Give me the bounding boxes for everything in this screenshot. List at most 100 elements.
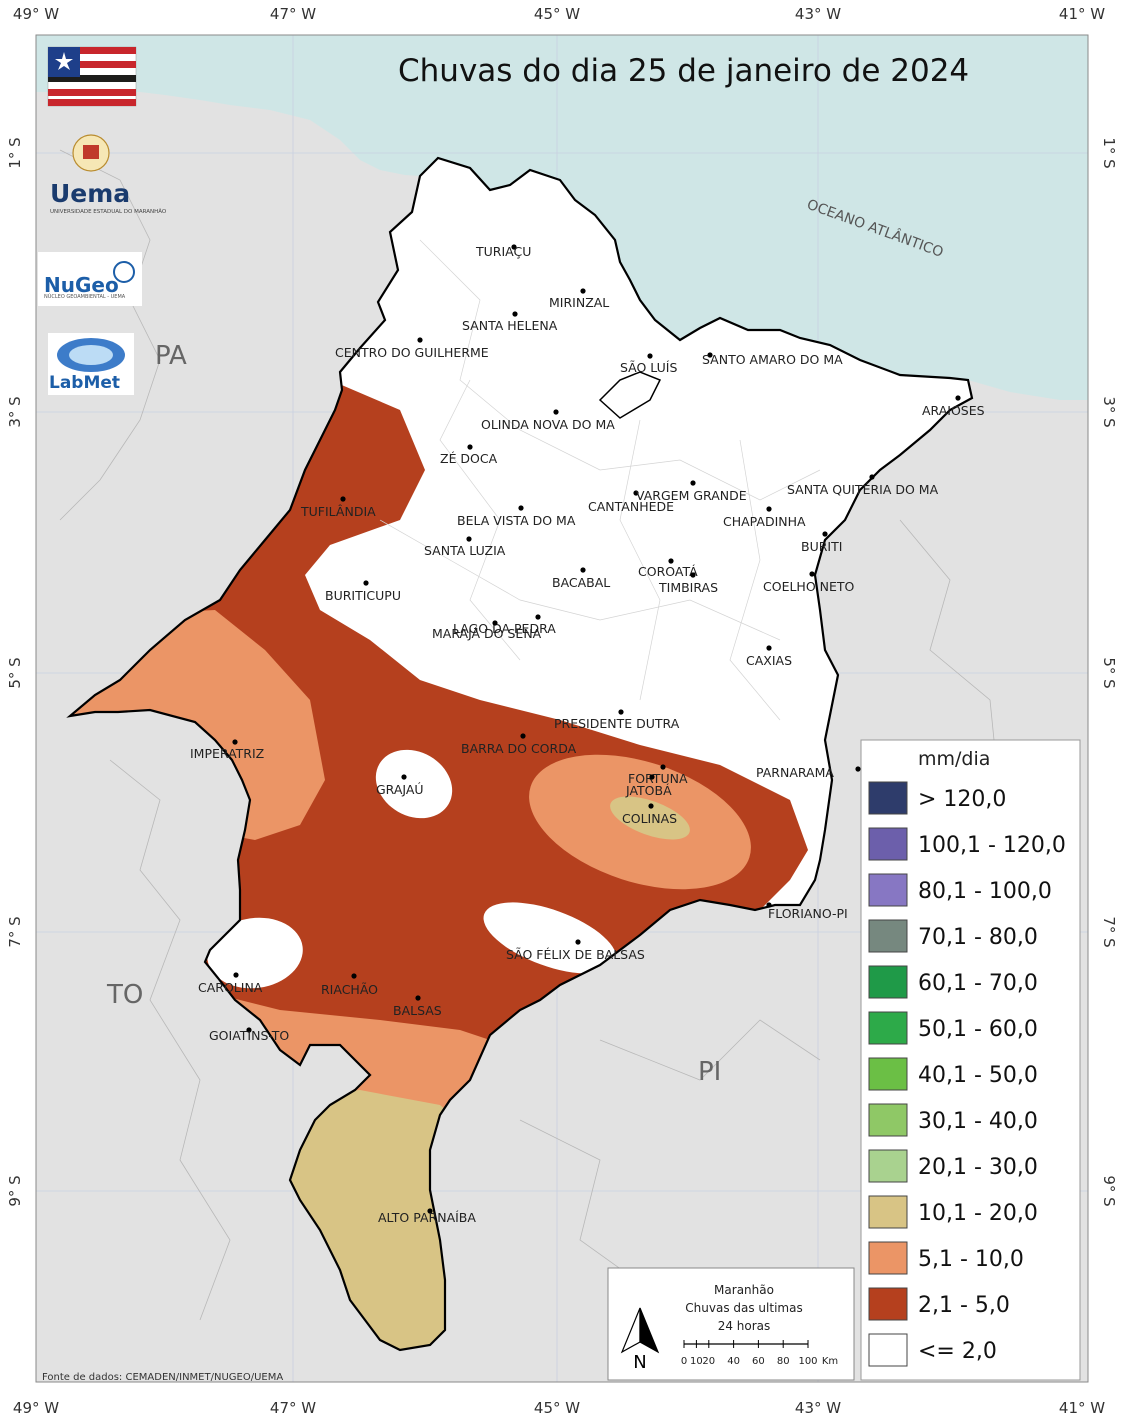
city-label: BARRA DO CORDA: [461, 741, 577, 756]
city-marker: [246, 1027, 252, 1033]
city-marker: [233, 972, 239, 978]
lon-label-bottom: 47° W: [270, 1399, 316, 1417]
legend-label: 100,1 - 120,0: [918, 833, 1066, 858]
city-marker: [340, 496, 346, 502]
city-label: SÃO FÉLIX DE BALSAS: [506, 947, 645, 962]
city-label: BELA VISTA DO MA: [457, 513, 576, 528]
city-marker: [668, 558, 674, 564]
city-marker: [511, 244, 517, 250]
legend-swatch: [868, 873, 908, 907]
state-label-to: TO: [106, 980, 143, 1010]
lon-label-top: 49° W: [13, 5, 59, 23]
lat-label-left: 5° S: [6, 657, 24, 688]
nugeo-wordmark: NuGeo: [44, 273, 119, 297]
city-marker: [466, 536, 472, 542]
legend-label: 40,1 - 50,0: [918, 1063, 1038, 1088]
legend-label: 10,1 - 20,0: [918, 1201, 1038, 1226]
legend-label: 30,1 - 40,0: [918, 1109, 1038, 1134]
labmet-wordmark: LabMet: [49, 373, 120, 393]
uema-logo: Uema UNIVERSIDADE ESTADUAL DO MARANHÃO: [50, 134, 167, 215]
legend-swatch: [868, 1195, 908, 1229]
city-label: GOIATINS-TO: [209, 1028, 289, 1043]
legend-swatch: [868, 1149, 908, 1183]
city-label: SANTA QUITÉRIA DO MA: [787, 482, 939, 497]
legend-swatch: [868, 1057, 908, 1091]
lat-label-right: 1° S: [1100, 137, 1118, 168]
city-label: ALTO PARNAÍBA: [378, 1210, 476, 1225]
city-marker: [535, 614, 541, 620]
inset-line1: Maranhão: [714, 1283, 774, 1297]
city-label: VARGEM GRANDE: [636, 488, 747, 503]
city-label: TIMBIRAS: [658, 580, 718, 595]
city-label: MIRINZAL: [549, 295, 609, 310]
legend-swatch: [868, 781, 908, 815]
legend-swatch: [868, 1241, 908, 1275]
legend-label: 80,1 - 100,0: [918, 879, 1052, 904]
dry-area-carolina: [207, 917, 303, 989]
legend-label: 2,1 - 5,0: [918, 1293, 1010, 1318]
city-label: FORTUNA: [628, 771, 688, 786]
city-label: IMPERATRIZ: [190, 746, 264, 761]
city-marker: [633, 490, 639, 496]
north-arrow-icon: N: [620, 1307, 660, 1373]
dry-area-grajau: [375, 749, 453, 819]
legend-label: 20,1 - 30,0: [918, 1155, 1038, 1180]
city-label: BALSAS: [393, 1003, 442, 1018]
city-label: CANTANHEDE: [588, 499, 674, 514]
inset-line2: Chuvas das ultimas: [685, 1301, 802, 1315]
city-marker: [401, 774, 407, 780]
legend-label: 70,1 - 80,0: [918, 925, 1038, 950]
city-label: TURIAÇU: [475, 244, 531, 259]
city-labels: TURIAÇU MIRINZAL SANTA HELENA CENTRO DO GUI…: [190, 244, 985, 1225]
lat-label-left: 9° S: [6, 1175, 24, 1206]
data-source: Fonte de dados: CEMADEN/INMET/NUGEO/UEMA: [42, 1372, 283, 1383]
legend-items: > 120,0 100,1 - 120,0 80,1 - 100,0 70,1 - 8…: [868, 781, 1066, 1367]
city-label: BURITICUPU: [325, 588, 401, 603]
legend-label: <= 2,0: [918, 1339, 997, 1364]
city-marker: [766, 506, 772, 512]
city-marker: [580, 567, 586, 573]
lat-label-left: 3° S: [6, 396, 24, 427]
scale-label: Km: [822, 1356, 838, 1367]
city-marker: [766, 902, 772, 908]
lat-label-right: 3° S: [1100, 396, 1118, 427]
nugeo-subtitle: NÚCLEO GEOAMBIENTAL - UEMA: [44, 293, 126, 300]
city-label: SANTA LUZIA: [424, 543, 506, 558]
city-label: BACABAL: [552, 575, 610, 590]
legend-label: 5,1 - 10,0: [918, 1247, 1024, 1272]
city-marker: [415, 995, 421, 1001]
city-marker: [351, 973, 357, 979]
dry-area-balsas: [483, 902, 617, 974]
city-marker: [575, 939, 581, 945]
legend-swatch: [868, 1287, 908, 1321]
city-marker: [232, 739, 238, 745]
city-marker: [553, 409, 559, 415]
city-label: CENTRO DO GUILHERME: [335, 345, 489, 360]
legend-title: mm/dia: [918, 748, 990, 770]
band-10-20-mm-colinas: [610, 796, 690, 840]
scale-label: 0: [681, 1356, 687, 1367]
lat-label-left: 1° S: [6, 137, 24, 168]
lat-label-right: 7° S: [1100, 916, 1118, 947]
city-label: SÃO LUÍS: [620, 360, 677, 375]
lon-label-top: 47° W: [270, 5, 316, 23]
city-marker: [955, 395, 961, 401]
scale-label: 80: [777, 1356, 790, 1367]
city-label: CHAPADINHA: [723, 514, 806, 529]
lon-label-bottom: 49° W: [13, 1399, 59, 1417]
city-label: MARAJÁ DO SENA: [432, 626, 542, 641]
city-marker: [660, 764, 666, 770]
inset-box: Maranhão Chuvas das ultimas 24 horas N 0…: [607, 1267, 855, 1381]
inset-line3: 24 horas: [718, 1319, 771, 1333]
city-label: LAGO DA PEDRA: [453, 621, 556, 636]
lon-label-bottom: 43° W: [795, 1399, 841, 1417]
coordinate-labels: 49° W 47° W 45° W 43° W 41° W 49° W 47° W 45° W…: [6, 5, 1118, 1417]
city-marker: [822, 531, 828, 537]
scale-label: 100: [798, 1356, 817, 1367]
legend-swatch: [868, 919, 908, 953]
legend-label: 50,1 - 60,0: [918, 1017, 1038, 1042]
legend-swatch: [868, 1333, 908, 1367]
state-label-pi: PI: [698, 1057, 721, 1087]
labmet-logo: LabMet: [48, 333, 134, 395]
